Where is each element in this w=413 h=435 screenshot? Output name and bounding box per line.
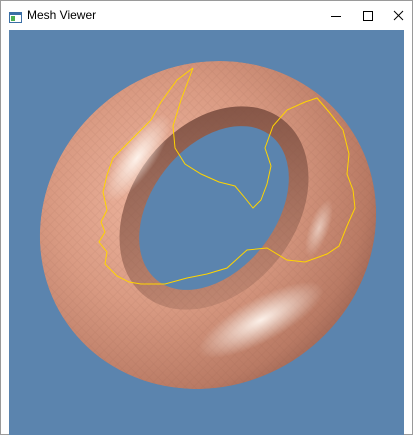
boundary-curve (98, 67, 356, 285)
minimize-button[interactable] (317, 1, 353, 30)
torus-mesh-render (39, 60, 377, 390)
maximize-icon (363, 11, 373, 21)
3d-viewport[interactable] (9, 30, 404, 435)
close-button[interactable] (381, 1, 413, 30)
close-icon (393, 10, 404, 21)
maximize-button[interactable] (349, 1, 385, 30)
app-window-icon (9, 10, 22, 23)
title-bar[interactable]: Mesh Viewer (1, 1, 412, 30)
torus-body (39, 60, 377, 390)
window-title: Mesh Viewer (27, 8, 97, 22)
minimize-icon (331, 16, 341, 17)
